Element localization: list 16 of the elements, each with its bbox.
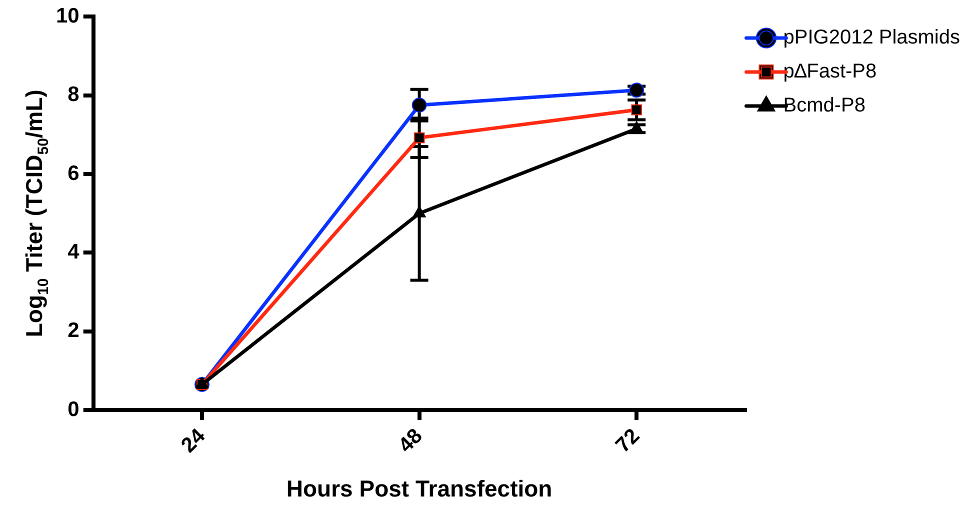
y-tick-label: 0 (68, 398, 80, 421)
y-axis-title: Log10 Titer (TCID50/mL) (21, 90, 52, 338)
x-tick-label: 48 (394, 424, 428, 458)
point (414, 132, 425, 144)
legend-label: p∆Fast-P8 (783, 60, 877, 83)
x-tick-label: 24 (176, 424, 210, 458)
y-tick-label: 2 (68, 319, 80, 342)
y-tick-label: 8 (68, 83, 80, 106)
y-tick-label: 6 (68, 162, 80, 185)
x-tick-label: 72 (611, 424, 644, 458)
legend-label: Bcmd-P8 (783, 94, 866, 117)
legend-label: pPIG2012 Plasmids (783, 26, 960, 49)
x-axis-title: Hours Post Transfection (286, 476, 552, 502)
point (412, 98, 427, 113)
y-tick-label: 4 (68, 240, 80, 264)
y-tick-label: 10 (56, 4, 80, 28)
